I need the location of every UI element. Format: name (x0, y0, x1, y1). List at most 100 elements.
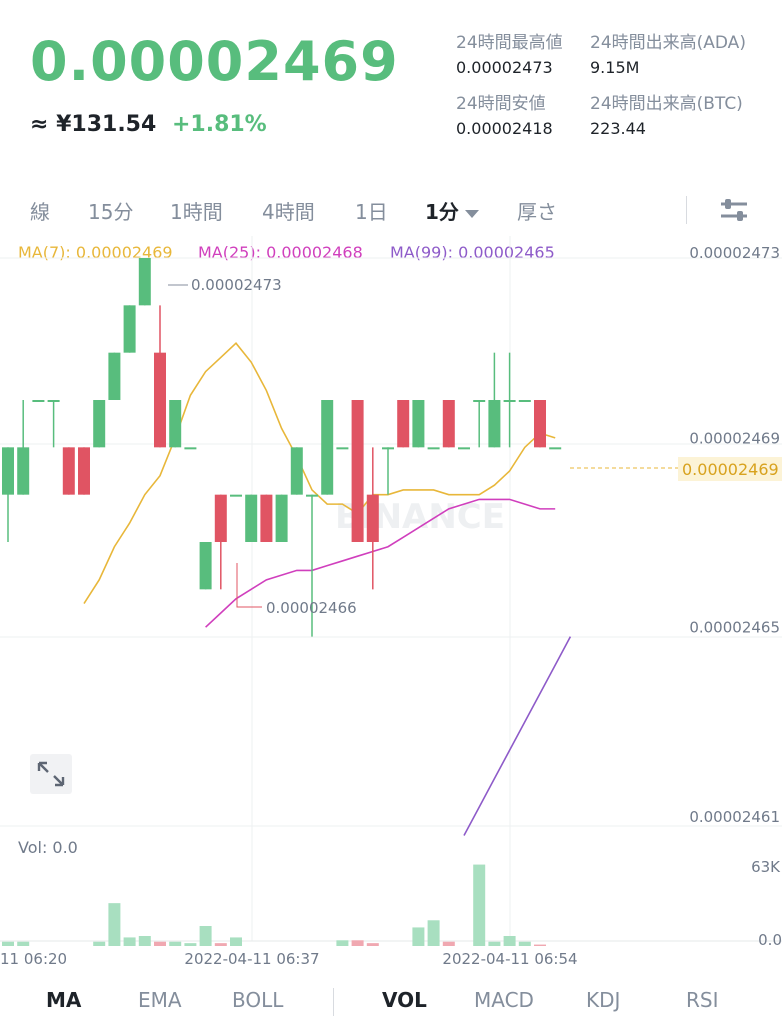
candle (427, 447, 440, 450)
fiat-approx: ≈ ¥131.54 (30, 112, 157, 137)
candle-body (230, 494, 242, 497)
vol-quote-label: 24時間出来高(BTC) (590, 94, 743, 114)
tab-macd[interactable]: MACD (474, 988, 534, 1012)
candle (93, 400, 106, 448)
price-axis-label-1: 0.00002469 (689, 429, 780, 447)
tab-1h[interactable]: 1時間 (170, 200, 223, 224)
tab-ema[interactable]: EMA (138, 988, 182, 1012)
tab-kdj[interactable]: KDJ (586, 988, 621, 1012)
tab-line[interactable]: 線 (30, 200, 50, 224)
volume-bar (488, 941, 501, 946)
candle-body (93, 400, 106, 448)
tab-depth[interactable]: 厚さ (517, 200, 557, 224)
high-label: 24時間最高値 (456, 33, 563, 53)
volume-bar (503, 936, 516, 946)
candle-body (138, 258, 151, 306)
tab-1d[interactable]: 1日 (355, 200, 388, 224)
volume-bar (366, 943, 379, 946)
tab-vol[interactable]: VOL (382, 988, 427, 1012)
candle (366, 447, 379, 590)
candle-body (549, 447, 562, 450)
volume-bar (442, 941, 455, 946)
volume-bar (93, 941, 106, 946)
candle (518, 400, 531, 402)
candle-body (245, 494, 258, 542)
indicator-divider (333, 988, 334, 1016)
volume-bar (123, 937, 136, 946)
volume-bar (17, 941, 30, 946)
candle (199, 542, 212, 590)
volume-label: Vol: 0.0 (18, 838, 78, 857)
current-price-tag-bg (678, 457, 782, 481)
tab-boll[interactable]: BOLL (232, 988, 284, 1012)
candle-body (17, 447, 30, 495)
candle (488, 352, 501, 448)
candle (123, 305, 136, 353)
candle-body (366, 494, 379, 542)
candle (17, 400, 30, 495)
candle-body (412, 400, 425, 448)
candle-body (275, 494, 288, 542)
candle (442, 400, 455, 448)
candle (549, 447, 562, 450)
high-annotation: 0.00002473 (191, 276, 282, 294)
candle (78, 447, 90, 495)
volume-bar (138, 936, 151, 946)
ma25-path (205, 498, 556, 628)
candlestick-chart[interactable]: BINANCE 0.000024730.000024690.000024650.… (0, 236, 782, 976)
candle (184, 447, 197, 450)
candle-body (290, 447, 303, 495)
volume-bar (351, 940, 364, 946)
candle-body (123, 305, 136, 353)
candles-group (2, 258, 562, 637)
low-label: 24時間安値 (456, 94, 546, 114)
ma99-legend: MA(99): 0.00002465 (390, 243, 555, 262)
current-price-tag: 0.00002469 (682, 460, 779, 479)
tab-4h[interactable]: 4時間 (262, 200, 315, 224)
last-price: 0.00002469 (30, 30, 399, 93)
chevron-down-icon (464, 209, 479, 218)
candle-body (62, 447, 75, 495)
price-axis-label-0: 0.00002473 (689, 244, 780, 262)
candle (336, 447, 349, 450)
interval-tabs: 線 15分 1時間 4時間 1日 1分 厚さ (0, 190, 782, 230)
expand-icon (37, 761, 65, 787)
volume-bar (534, 944, 546, 946)
candle (47, 400, 60, 448)
low-value: 0.00002418 (456, 119, 553, 138)
candle (230, 494, 242, 497)
volume-bar (154, 941, 166, 946)
candle (138, 258, 151, 306)
tabs-divider (686, 196, 687, 224)
candle-body (321, 400, 334, 495)
candle-body (397, 400, 410, 448)
low-annotation: 0.00002466 (266, 599, 357, 617)
volume-bar (412, 927, 425, 946)
candle-body (32, 400, 45, 402)
candle-body (488, 400, 501, 448)
expand-chart-button[interactable] (30, 754, 72, 794)
candle (245, 494, 258, 542)
tab-1m-dropdown[interactable]: 1分 (425, 196, 479, 225)
ma7-line (83, 342, 556, 604)
tab-rsi[interactable]: RSI (686, 988, 719, 1012)
candle (154, 305, 166, 448)
candle-body (336, 447, 349, 450)
candle (290, 447, 303, 495)
candle (214, 494, 227, 590)
ma99-line (463, 636, 572, 836)
volume-bar (336, 940, 349, 946)
change-percent: +1.81% (171, 112, 267, 137)
time-label-2: 2022-04-11 06:37 (184, 950, 319, 968)
settings-sliders-icon[interactable] (718, 196, 750, 224)
volume-axis-top: 63K (751, 858, 781, 876)
candle (351, 400, 364, 542)
candle-body (518, 400, 531, 402)
candle (108, 352, 121, 400)
price-axis-label-3: 0.00002461 (689, 808, 780, 826)
tab-ma[interactable]: MA (46, 988, 82, 1012)
candle (458, 447, 470, 450)
time-label-1: 11 06:20 (0, 950, 67, 968)
volume-bar (199, 926, 212, 946)
tab-15m[interactable]: 15分 (88, 200, 134, 224)
